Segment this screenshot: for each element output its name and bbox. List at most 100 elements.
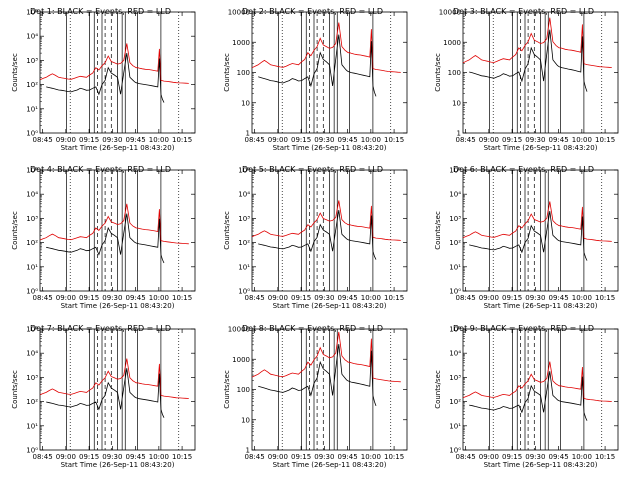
events-series-line bbox=[258, 210, 377, 260]
y-tick-label: 10² bbox=[26, 239, 38, 247]
panel-det-8: Det 8: BLACK = Events, RED = LLD 1 10 100 10… bbox=[223, 324, 408, 469]
x-tick-label: 09:45 bbox=[125, 453, 145, 461]
x-tick-label: 09:45 bbox=[125, 136, 145, 144]
panel-det-5: Det 5: BLACK = Events, RED = LLD 10⁰ 10¹ 10… bbox=[223, 165, 408, 310]
lld-series-line bbox=[39, 358, 189, 399]
y-tick-label: 10000 bbox=[228, 326, 250, 334]
x-tick-label: 09:00 bbox=[56, 453, 76, 461]
y-tick-label: 10¹ bbox=[449, 263, 461, 271]
x-tick-label: 09:15 bbox=[291, 453, 311, 461]
x-tick-label: 09:30 bbox=[525, 294, 545, 302]
y-tick-label: 10⁰ bbox=[449, 447, 461, 455]
y-tick-label: 10² bbox=[26, 81, 38, 89]
x-tick-label: 10:15 bbox=[172, 294, 192, 302]
x-tick-label: 09:30 bbox=[102, 294, 122, 302]
y-tick-label: 1000 bbox=[232, 356, 250, 364]
x-tick-label: 09:30 bbox=[525, 453, 545, 461]
x-tick-label: 08:45 bbox=[455, 294, 475, 302]
x-tick-label: 09:45 bbox=[337, 294, 357, 302]
x-tick-label: 08:45 bbox=[32, 294, 52, 302]
x-tick-label: 10:00 bbox=[572, 453, 592, 461]
x-tick-label: 08:45 bbox=[244, 453, 264, 461]
events-series-line bbox=[469, 211, 588, 261]
x-tick-label: 10:15 bbox=[384, 294, 404, 302]
y-tick-label: 10⁴ bbox=[238, 191, 250, 199]
y-tick-label: 10⁵ bbox=[449, 326, 461, 334]
y-tick-label: 10¹ bbox=[238, 263, 250, 271]
panel-title: Det 9: BLACK = Events, RED = LLD bbox=[453, 324, 594, 333]
y-axis-label: Counts/sec bbox=[223, 370, 231, 409]
x-tick-label: 10:00 bbox=[361, 453, 381, 461]
y-tick-label: 10⁵ bbox=[26, 9, 38, 17]
x-tick-label: 10:00 bbox=[149, 453, 169, 461]
panel-title: Det 6: BLACK = Events, RED = LLD bbox=[453, 165, 594, 174]
x-axis-label: Start Time (26-Sep-11 08:43:20) bbox=[273, 302, 387, 310]
y-tick-label: 10⁴ bbox=[26, 350, 38, 358]
x-tick-label: 10:15 bbox=[172, 453, 192, 461]
x-tick-label: 09:45 bbox=[548, 453, 568, 461]
events-series-line bbox=[46, 368, 165, 418]
y-tick-label: 10¹ bbox=[26, 263, 38, 271]
x-tick-label: 09:30 bbox=[102, 453, 122, 461]
y-axis-label: Counts/sec bbox=[223, 211, 231, 250]
y-tick-label: 10¹ bbox=[26, 422, 38, 430]
x-tick-label: 10:15 bbox=[595, 136, 615, 144]
x-tick-label: 09:00 bbox=[479, 453, 499, 461]
y-tick-label: 10³ bbox=[26, 215, 38, 223]
y-tick-label: 10³ bbox=[449, 215, 461, 223]
panel-title: Det 5: BLACK = Events, RED = LLD bbox=[242, 165, 383, 174]
panel-title: Det 4: BLACK = Events, RED = LLD bbox=[30, 165, 171, 174]
y-axis-label: Counts/sec bbox=[11, 53, 19, 92]
events-series-line bbox=[469, 371, 588, 421]
x-tick-label: 09:15 bbox=[79, 294, 99, 302]
x-tick-label: 09:00 bbox=[268, 453, 288, 461]
y-tick-label: 100 bbox=[237, 69, 250, 77]
x-tick-label: 09:30 bbox=[314, 453, 334, 461]
x-tick-label: 08:45 bbox=[32, 136, 52, 144]
y-axis-label: Counts/sec bbox=[223, 53, 231, 92]
x-tick-label: 10:15 bbox=[172, 136, 192, 144]
x-tick-label: 09:00 bbox=[268, 136, 288, 144]
lld-series-line bbox=[251, 22, 401, 73]
x-tick-label: 10:15 bbox=[595, 294, 615, 302]
x-tick-label: 09:15 bbox=[79, 453, 99, 461]
events-series-line bbox=[469, 29, 588, 92]
x-tick-label: 09:00 bbox=[479, 294, 499, 302]
y-tick-label: 10⁵ bbox=[26, 167, 38, 175]
y-tick-label: 10⁰ bbox=[26, 447, 38, 455]
panel-title: Det 3: BLACK = Events, RED = LLD bbox=[453, 7, 594, 16]
x-tick-label: 09:15 bbox=[79, 136, 99, 144]
x-tick-label: 08:45 bbox=[455, 453, 475, 461]
y-tick-label: 10⁴ bbox=[449, 191, 461, 199]
y-tick-label: 10⁵ bbox=[238, 167, 250, 175]
y-tick-label: 10⁰ bbox=[449, 288, 461, 296]
x-axis-label: Start Time (26-Sep-11 08:43:20) bbox=[61, 144, 175, 152]
y-tick-label: 1000 bbox=[443, 39, 461, 47]
y-tick-label: 10000 bbox=[439, 9, 461, 17]
lld-series-line bbox=[462, 201, 612, 242]
y-tick-label: 10¹ bbox=[26, 105, 38, 113]
y-tick-label: 10⁴ bbox=[449, 350, 461, 358]
panel-det-3: Det 3: BLACK = Events, RED = LLD 1 10 100 10… bbox=[434, 7, 619, 152]
y-axis-label: Counts/sec bbox=[434, 53, 442, 92]
x-tick-label: 09:00 bbox=[268, 294, 288, 302]
x-tick-label: 09:45 bbox=[125, 294, 145, 302]
panel-det-9: Det 9: BLACK = Events, RED = LLD 10⁰ 10¹ 10… bbox=[434, 324, 619, 469]
x-tick-label: 10:00 bbox=[572, 294, 592, 302]
events-series-line bbox=[258, 343, 377, 407]
x-tick-label: 09:45 bbox=[337, 136, 357, 144]
panel-det-4: Det 4: BLACK = Events, RED = LLD 10⁰ 10¹ 10… bbox=[11, 165, 196, 310]
panel-det-7: Det 7: BLACK = Events, RED = LLD 10⁰ 10¹ 10… bbox=[11, 324, 196, 469]
events-series-line bbox=[258, 34, 377, 97]
x-tick-label: 09:00 bbox=[56, 294, 76, 302]
x-axis-label: Start Time (26-Sep-11 08:43:20) bbox=[273, 144, 387, 152]
y-tick-label: 100 bbox=[448, 69, 461, 77]
x-tick-label: 09:15 bbox=[502, 136, 522, 144]
y-tick-label: 10 bbox=[452, 99, 461, 107]
x-tick-label: 10:00 bbox=[149, 136, 169, 144]
lld-series-line bbox=[251, 331, 401, 383]
x-tick-label: 10:00 bbox=[361, 136, 381, 144]
panel-det-2: Det 2: BLACK = Events, RED = LLD 1 10 100 10… bbox=[223, 7, 408, 152]
x-tick-label: 09:15 bbox=[502, 294, 522, 302]
